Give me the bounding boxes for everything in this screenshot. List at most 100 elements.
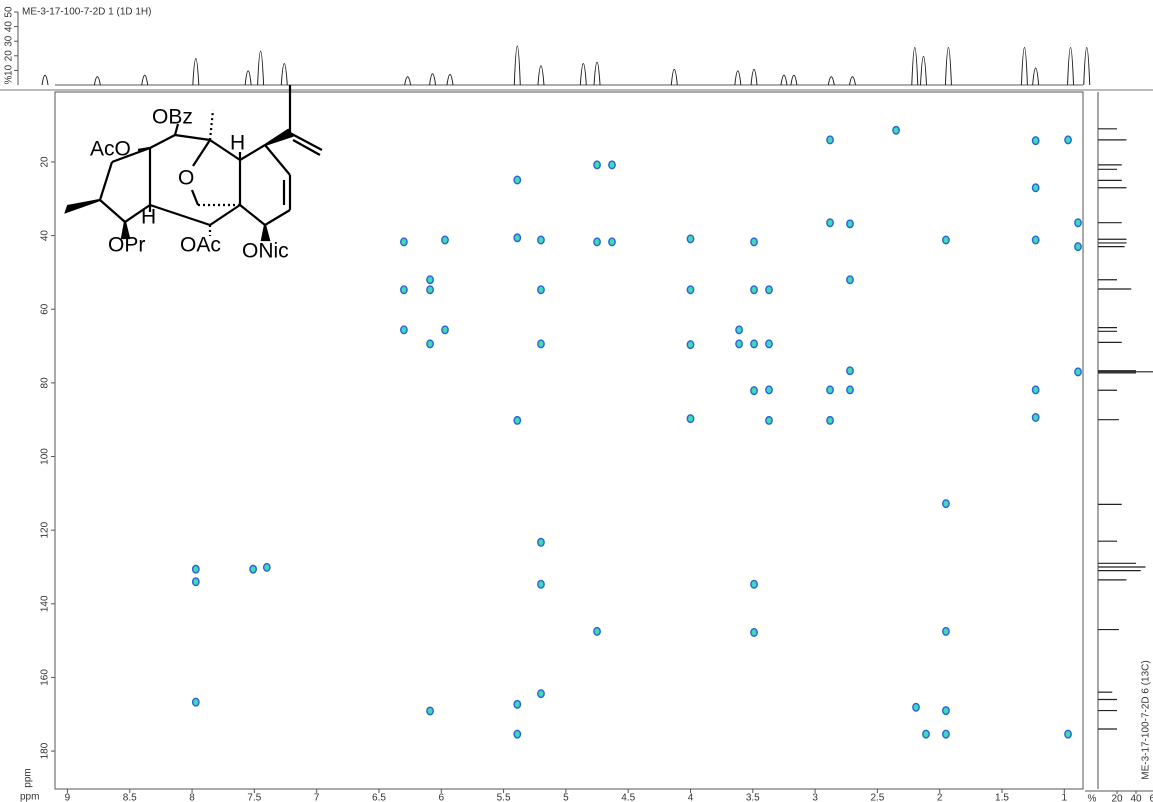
cross-peak xyxy=(426,275,434,285)
cross-peak xyxy=(750,339,758,349)
x-tick-label: 6 xyxy=(438,793,444,802)
h-peak xyxy=(593,61,601,86)
cross-peak xyxy=(826,135,834,145)
cross-peak xyxy=(686,414,695,424)
h-peak xyxy=(579,63,587,86)
cross-peak xyxy=(262,562,271,572)
cross-peak xyxy=(765,385,773,395)
y-tick-label: 140 xyxy=(40,595,51,612)
y-tick-label: 80 xyxy=(40,377,51,389)
x-tick-label: 8.5 xyxy=(123,793,137,802)
cross-peak xyxy=(942,235,950,245)
x-tick-label: 5.5 xyxy=(497,793,511,802)
y-axis-label: ppm xyxy=(23,768,34,787)
cross-peak xyxy=(942,706,950,716)
cross-peak xyxy=(1074,242,1082,252)
label-aco: AcO xyxy=(90,138,131,161)
h-peak xyxy=(734,70,742,86)
x-tick-label: 3 xyxy=(812,793,818,802)
h-peak xyxy=(93,76,101,86)
cross-peak xyxy=(1064,135,1072,145)
cross-peak xyxy=(826,218,834,228)
molecule: AcO OBz O H H OPr OAc ONic xyxy=(64,85,323,263)
top-tick-label: 30 xyxy=(4,35,15,47)
top-unit: % xyxy=(4,75,15,84)
cross-peak xyxy=(735,325,743,335)
side-title: ME-3-17-100-7-2D 6 (13C) xyxy=(1141,660,1152,780)
label-h: H xyxy=(230,132,245,155)
y-tick-label: 60 xyxy=(40,303,51,315)
cross-peak xyxy=(608,237,616,247)
y-tick-label: 120 xyxy=(40,521,51,538)
cross-peak xyxy=(846,385,854,395)
cross-peak xyxy=(537,339,545,349)
cross-peak xyxy=(399,285,408,295)
right-tick-label: 60 xyxy=(1149,794,1153,802)
h-peak xyxy=(257,50,265,86)
h-peak xyxy=(920,56,928,86)
h-peak xyxy=(1032,67,1040,86)
cross-peak xyxy=(537,235,545,245)
cross-peak xyxy=(750,285,758,295)
cross-peak xyxy=(441,235,449,245)
cross-peak xyxy=(1031,183,1040,193)
x-tick-label: 7 xyxy=(314,793,320,802)
label-oac: OAc xyxy=(180,234,221,257)
cross-peak xyxy=(892,125,900,135)
cross-peak xyxy=(513,233,522,243)
cross-peak xyxy=(942,499,950,509)
x-tick-label: 3.5 xyxy=(746,793,760,802)
x-tick-label: 5 xyxy=(563,793,569,802)
cross-peak xyxy=(1074,367,1082,377)
cross-peak xyxy=(593,626,601,636)
x-tick-label: 2 xyxy=(937,793,943,802)
h-peak xyxy=(1083,47,1091,86)
x-tick-label: 4 xyxy=(688,793,694,802)
cross-peak xyxy=(191,564,200,574)
h-peak xyxy=(750,68,758,86)
cross-peak xyxy=(608,160,616,170)
h-peak xyxy=(537,65,545,86)
cross-peak xyxy=(537,579,545,589)
h-peak xyxy=(244,70,252,86)
x-tick-label: 1 xyxy=(1062,793,1068,802)
cross-peak xyxy=(1031,412,1040,422)
x-tick-label: 8 xyxy=(189,793,195,802)
cross-peak xyxy=(765,339,773,349)
h-peak xyxy=(670,68,678,86)
cross-peak xyxy=(750,237,758,247)
y-tick-label: 160 xyxy=(40,669,51,686)
h-peak xyxy=(141,74,149,86)
cross-peak xyxy=(826,385,834,395)
cross-peak xyxy=(942,626,950,636)
cross-peak xyxy=(750,628,758,638)
y-tick-label: 100 xyxy=(40,448,51,465)
cross-peak xyxy=(513,699,522,709)
h-peak xyxy=(780,74,788,86)
plot-frame xyxy=(54,91,1084,790)
label-onic: ONic xyxy=(242,240,289,263)
top-tick-label: 40 xyxy=(4,21,15,33)
cross-peak xyxy=(846,366,854,376)
right-tick-label: 40 xyxy=(1130,794,1142,802)
cross-peak xyxy=(513,729,522,739)
cross-peak xyxy=(593,237,601,247)
cross-peak xyxy=(513,175,522,185)
cross-peak xyxy=(399,237,408,247)
h-peak xyxy=(280,63,288,86)
chart-title: ME-3-17-100-7-2D 1 (1D 1H) xyxy=(22,7,152,18)
x-tick-label: 6.5 xyxy=(372,793,386,802)
cross-peak xyxy=(686,285,695,295)
cross-peak xyxy=(537,285,545,295)
cross-peak xyxy=(750,579,758,589)
cross-peak xyxy=(537,689,545,699)
h-peak xyxy=(192,58,200,86)
h-peak xyxy=(446,74,454,86)
h-peak xyxy=(827,76,835,86)
cross-peak xyxy=(750,386,758,396)
top-tick-label: 20 xyxy=(4,50,15,62)
cross-peak xyxy=(826,415,834,425)
h-peak xyxy=(41,74,49,86)
cross-peak xyxy=(191,697,200,707)
